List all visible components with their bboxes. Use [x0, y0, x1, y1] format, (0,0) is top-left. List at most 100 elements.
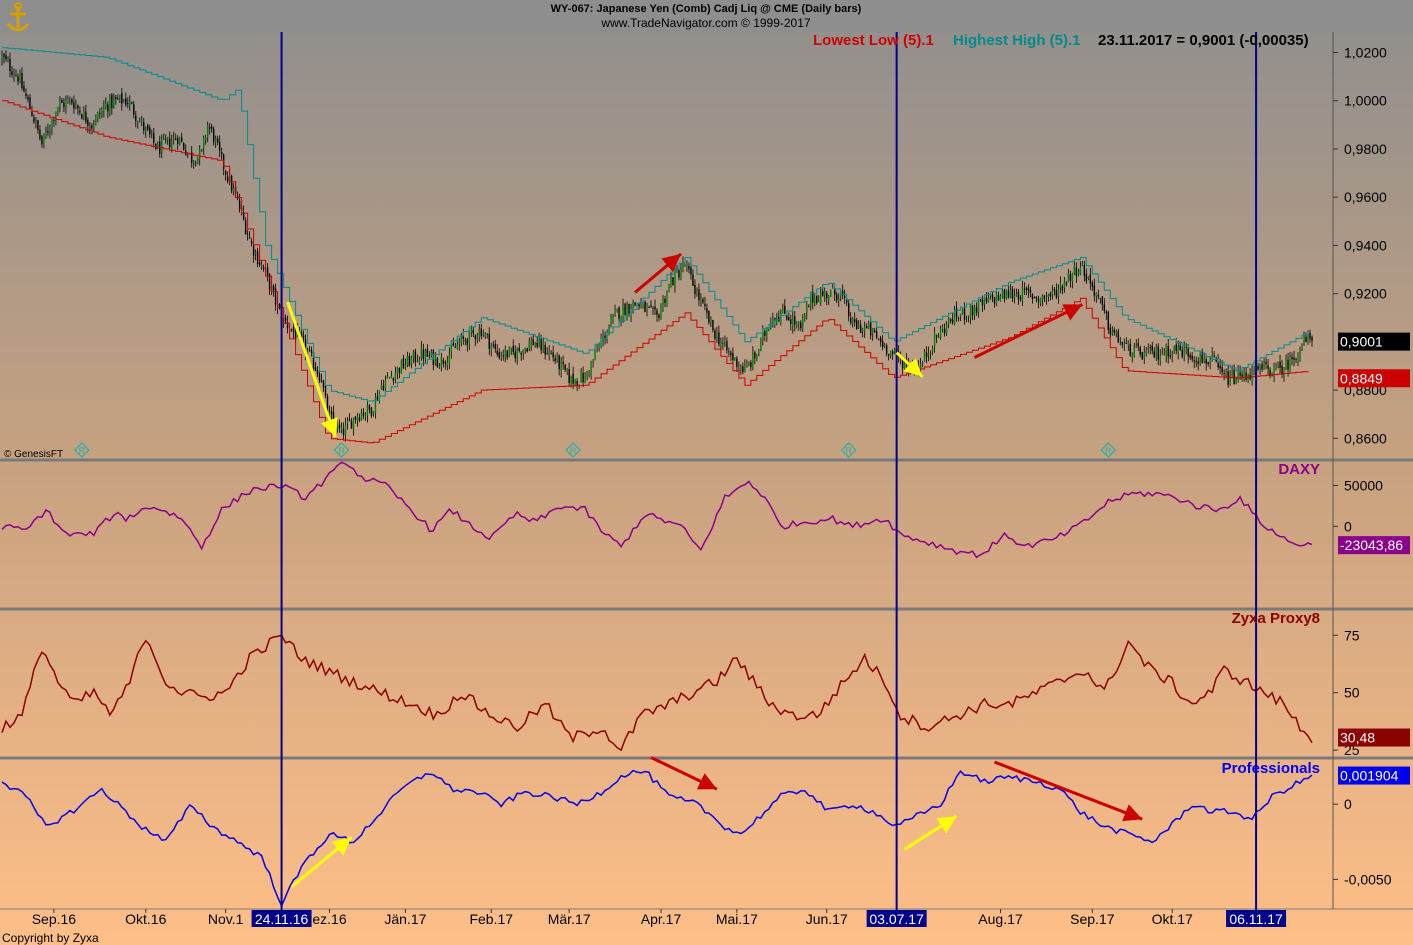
candle-body — [863, 326, 866, 332]
candle-body — [538, 339, 540, 345]
candle-body — [1191, 355, 1193, 360]
x-highlight-label: 24.11.16 — [255, 911, 309, 927]
candle-body — [688, 265, 690, 270]
candle-body — [410, 357, 413, 365]
candle-body — [386, 375, 389, 379]
candle-body — [640, 304, 642, 309]
candle-body — [792, 317, 794, 327]
candle-body — [368, 404, 371, 410]
candle-body — [1083, 265, 1086, 276]
axes: 1,0200 1,0000 0,9800 0,9600 0,9400 0,9200 0,88… — [32, 44, 1410, 927]
indicator-lines — [1, 47, 1313, 908]
candle-body — [500, 355, 502, 357]
candle-body — [1237, 371, 1239, 382]
candle-body — [27, 97, 29, 100]
candle-body — [632, 302, 634, 311]
candle-body — [424, 350, 427, 359]
candle-body — [224, 171, 227, 175]
candle-body — [1137, 343, 1139, 347]
candle-body — [712, 319, 714, 331]
candle-body — [758, 350, 760, 354]
candle-body — [426, 349, 429, 357]
candle-body — [969, 304, 972, 319]
candle-body — [684, 264, 686, 266]
candle-body — [212, 128, 215, 143]
candle-body — [670, 279, 672, 285]
candle-body — [145, 126, 147, 131]
candle-body — [1241, 374, 1243, 378]
candle-body — [1219, 365, 1221, 369]
candle-body — [949, 318, 952, 322]
candle-body — [887, 353, 890, 357]
x-highlight-box — [1226, 910, 1287, 927]
y-tick-label: 0,9800 — [1344, 141, 1387, 157]
candle-body — [1093, 285, 1096, 296]
candle-body — [586, 372, 588, 374]
candle-body — [61, 100, 63, 103]
candle-body — [590, 361, 592, 376]
candle-body — [752, 352, 754, 368]
candle-body — [19, 74, 21, 82]
lowest-low-value-box — [1338, 369, 1410, 388]
candle-body — [129, 101, 131, 105]
candle-body — [378, 390, 381, 400]
candle-body — [23, 86, 25, 92]
candle-body — [320, 380, 323, 383]
candle-body — [139, 121, 141, 123]
y-tick-label: 75 — [1344, 627, 1360, 643]
candle-body — [993, 297, 996, 304]
y-tick-label: 0 — [1344, 796, 1352, 812]
candle-body — [626, 306, 628, 319]
candle-body — [536, 342, 538, 347]
candle-body — [602, 335, 604, 340]
candle-body — [834, 288, 836, 295]
candle-body — [881, 340, 884, 347]
header-band — [0, 0, 1413, 32]
candle-body — [1189, 354, 1191, 358]
candle-body — [65, 100, 67, 108]
candle-body — [53, 120, 55, 122]
candle-body — [1307, 332, 1309, 341]
candle-body — [690, 267, 692, 275]
candle-body — [1059, 283, 1062, 288]
candle-body — [903, 361, 906, 369]
r-marker-label: R — [1105, 446, 1112, 456]
legend-lowest-low: Lowest Low (5).1 — [813, 32, 934, 49]
candle-body — [208, 127, 211, 129]
candle-body — [652, 307, 654, 309]
candle-body — [268, 273, 271, 291]
candle-body — [694, 284, 696, 295]
candle-body — [392, 378, 395, 381]
candle-body — [460, 336, 462, 344]
candle-body — [362, 412, 365, 416]
candle-body — [1049, 292, 1052, 297]
candle-body — [756, 354, 758, 361]
candle-body — [859, 325, 862, 333]
candle-body — [1173, 346, 1175, 354]
candle-body — [1231, 371, 1233, 378]
candle-body — [292, 327, 295, 333]
candle-body — [1027, 288, 1030, 291]
candle-body — [1087, 276, 1090, 279]
candle-body — [1251, 370, 1253, 382]
candle-body — [1039, 298, 1042, 304]
candle-body — [458, 342, 461, 345]
candle-body — [716, 332, 718, 338]
candle-body — [1291, 356, 1293, 359]
candle-body — [1207, 362, 1209, 364]
y-tick-label: 0,9600 — [1344, 189, 1387, 205]
candle-body — [1017, 292, 1020, 300]
candle-body — [1281, 366, 1283, 375]
candle-body — [562, 362, 564, 364]
candle-body — [396, 367, 399, 374]
candle-body — [218, 141, 221, 151]
candle-body — [957, 318, 960, 320]
candle-body — [69, 98, 71, 100]
candle-body — [572, 373, 574, 384]
candle-body — [1171, 352, 1173, 356]
candle-body — [1301, 345, 1303, 350]
candle-body — [861, 328, 864, 332]
candle-body — [41, 136, 43, 145]
candle-body — [31, 110, 33, 117]
legend-value: 23.11.2017 = 0,9001 (-0,00035) — [1098, 32, 1309, 49]
